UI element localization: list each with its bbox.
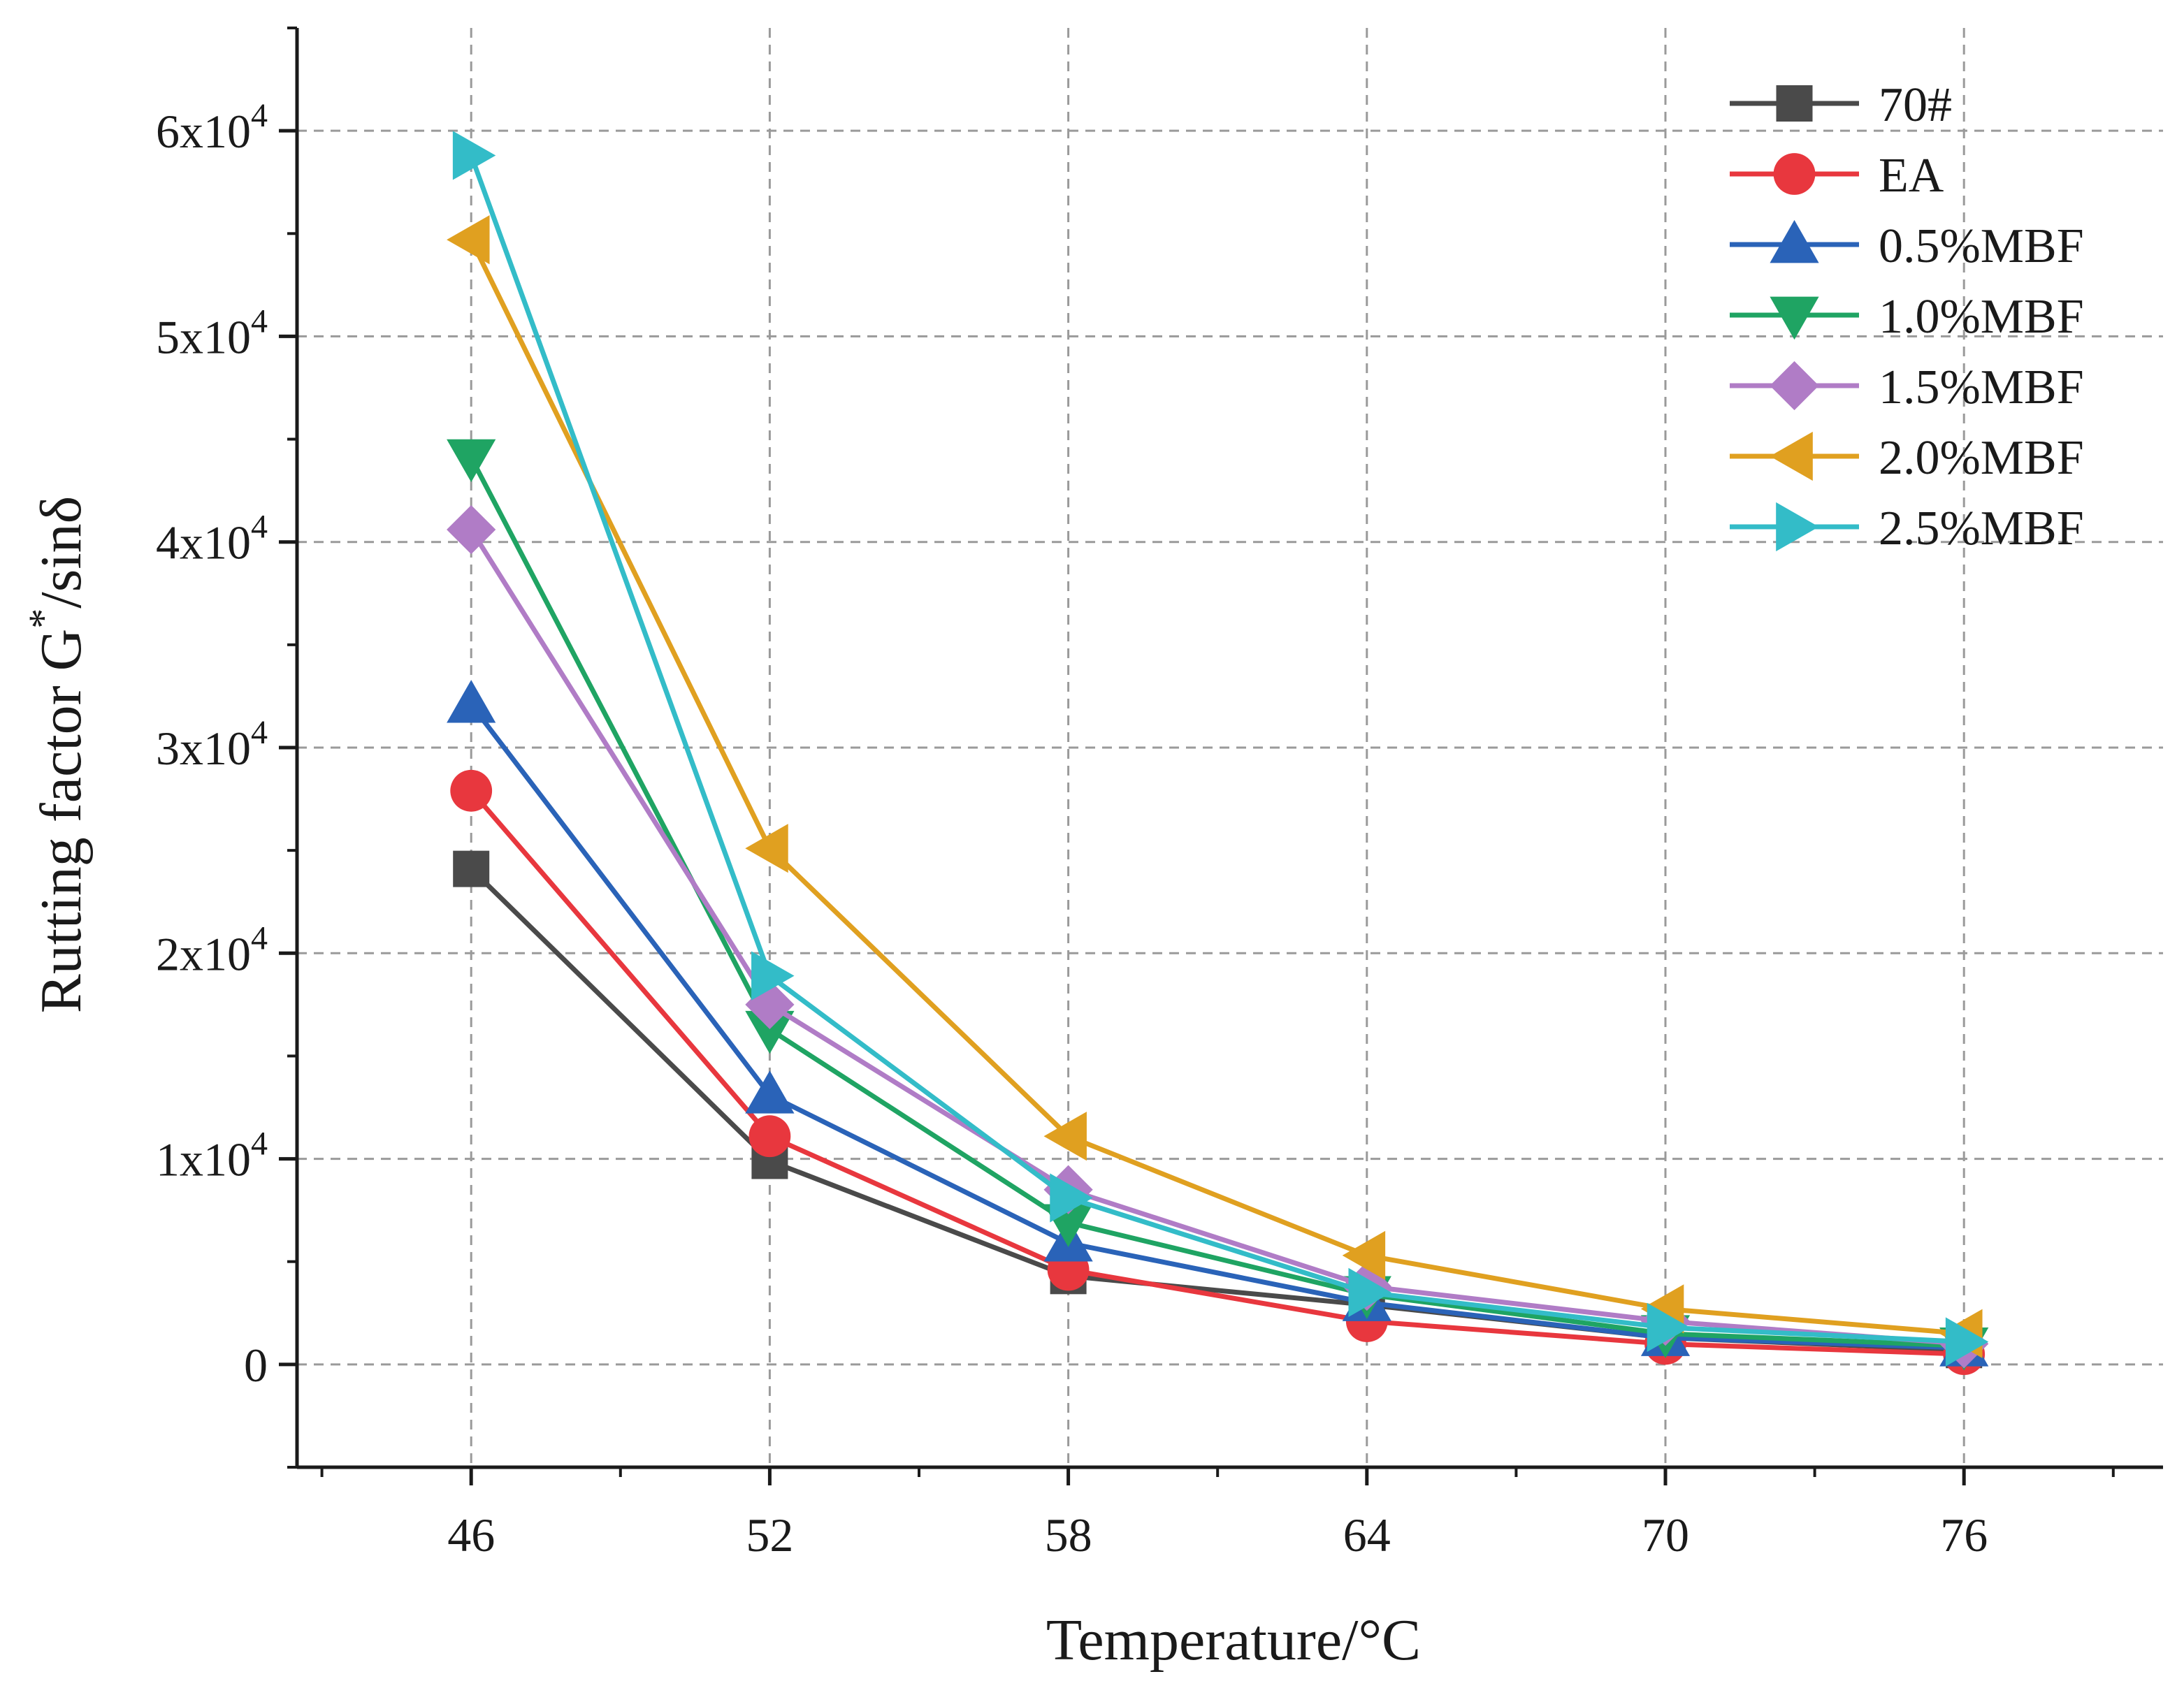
legend-label: 2.0%MBF	[1879, 431, 2084, 485]
y-tick-label: 4x104	[156, 509, 268, 569]
data-point	[1043, 1112, 1087, 1161]
data-point	[1342, 1230, 1386, 1280]
y-tick-label: 0	[244, 1339, 268, 1392]
legend-label: EA	[1879, 149, 1944, 203]
x-tick-label: 70	[1642, 1508, 1689, 1562]
legend-item: 1.5%MBF	[1730, 361, 2084, 414]
legend-item: 1.0%MBF	[1730, 290, 2084, 344]
x-tick-label: 64	[1343, 1508, 1391, 1562]
series-line	[469, 528, 1965, 1346]
y-tick-label: 2x104	[156, 919, 268, 980]
legend-item: 2.0%MBF	[1730, 431, 2084, 485]
legend: 70# EA 0.5%MBF 1.0%MBF 1.5%MBF 2.0%MBF 2.5%MBF	[1730, 78, 2084, 555]
y-tick-label: 3x104	[156, 714, 268, 775]
legend-label: 70#	[1879, 78, 1952, 132]
x-tick-label: 58	[1045, 1508, 1092, 1562]
data-point	[447, 215, 490, 265]
data-point	[1050, 1173, 1093, 1223]
series-line	[469, 456, 1965, 1348]
data-point	[450, 769, 493, 812]
series-line	[469, 789, 1965, 1357]
series-2-5-mbf	[452, 131, 1989, 1367]
x-tick-label: 46	[447, 1508, 495, 1562]
axes: 46 52 58 64 70 76 0 1x104 2x104 3x104 4x104 5x104 6x…	[156, 27, 2163, 1562]
legend-item: 2.5%MBF	[1730, 502, 2084, 555]
legend-marker	[1776, 502, 1819, 552]
legend-item: 70#	[1730, 78, 1952, 132]
legend-marker	[1773, 153, 1816, 195]
y-axis-title: Rutting factor G*/sinδ	[20, 496, 94, 1014]
legend-marker	[1776, 85, 1813, 122]
legend-item: 0.5%MBF	[1730, 219, 2084, 273]
legend-item: EA	[1730, 149, 1944, 203]
data-point	[1945, 1317, 1989, 1367]
legend-label: 1.5%MBF	[1879, 361, 2084, 414]
legend-label: 0.5%MBF	[1879, 219, 2084, 273]
data-point	[453, 850, 490, 887]
y-tick-label: 6x104	[156, 97, 268, 158]
data-point	[1647, 1302, 1691, 1352]
data-point	[1348, 1267, 1391, 1317]
series-line	[468, 154, 1965, 1344]
series-line	[469, 703, 1965, 1351]
legend-marker	[1770, 296, 1819, 340]
data-point	[749, 1115, 791, 1158]
data-point	[447, 439, 496, 483]
data-point	[447, 504, 496, 555]
legend-label: 2.5%MBF	[1879, 502, 2084, 555]
data-point	[745, 1010, 795, 1054]
legend-label: 1.0%MBF	[1879, 290, 2084, 344]
series-line	[469, 238, 1965, 1337]
series-group	[447, 131, 1989, 1376]
data-point	[745, 1070, 795, 1114]
legend-marker	[1770, 361, 1819, 411]
x-tick-label: 76	[1940, 1508, 1988, 1562]
legend-marker	[1770, 431, 1813, 481]
y-tick-label: 1x104	[156, 1126, 268, 1186]
legend-marker	[1770, 219, 1819, 263]
data-point	[745, 824, 788, 873]
data-point	[447, 680, 496, 723]
data-point	[751, 951, 795, 1001]
x-axis-title: Temperature/°C	[1046, 1608, 1421, 1673]
y-tick-label: 5x104	[156, 303, 268, 363]
data-point	[452, 131, 496, 180]
x-tick-label: 52	[746, 1508, 793, 1562]
